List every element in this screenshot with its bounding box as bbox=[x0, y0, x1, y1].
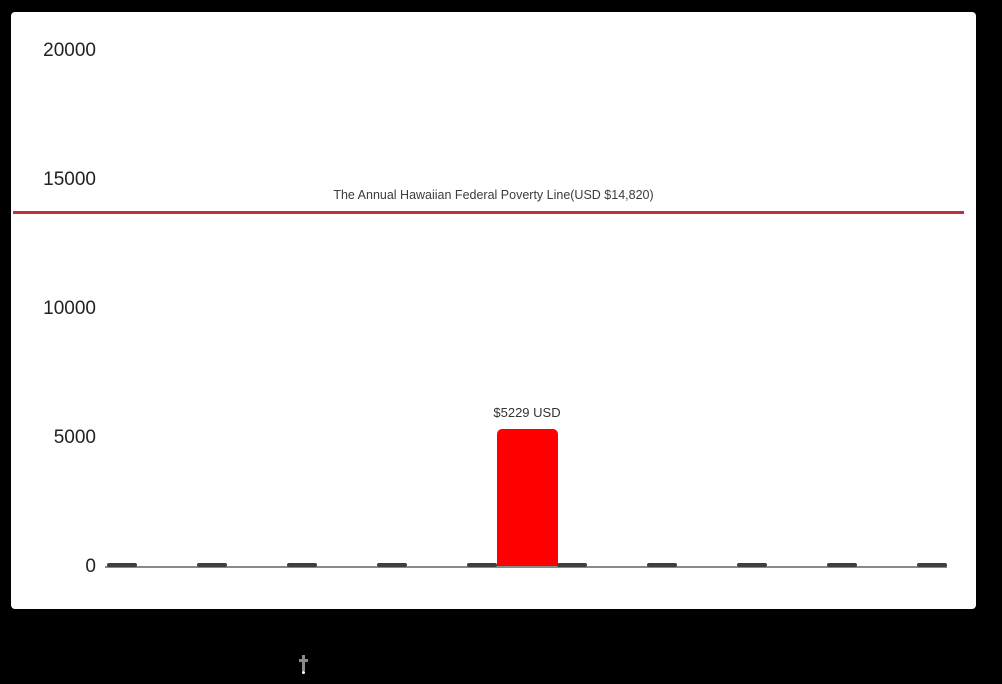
poverty-threshold-line bbox=[13, 211, 964, 214]
zero-value-bar bbox=[467, 563, 497, 567]
bar-value-label: $5229 USD bbox=[493, 405, 561, 420]
zero-value-bar bbox=[647, 563, 677, 567]
poverty-threshold-label: The Annual Hawaiian Federal Poverty Line… bbox=[333, 188, 654, 202]
i-beam-cursor-icon bbox=[298, 654, 308, 674]
y-tick-label: 10000 bbox=[43, 298, 96, 319]
chart-panel: The Annual Hawaiian Federal Poverty Line… bbox=[11, 12, 976, 609]
cursor-stem bbox=[302, 655, 305, 671]
y-tick-label: 5000 bbox=[53, 427, 96, 448]
cursor-crossbar bbox=[299, 659, 308, 662]
zero-value-bar bbox=[737, 563, 767, 567]
zero-value-bar bbox=[557, 563, 587, 567]
zero-value-bar bbox=[377, 563, 407, 567]
x-axis-line bbox=[105, 566, 947, 568]
y-tick-label: 15000 bbox=[43, 169, 96, 190]
cursor-dot bbox=[302, 671, 305, 674]
y-tick-label: 0 bbox=[85, 556, 96, 577]
y-tick-label: 20000 bbox=[43, 40, 96, 61]
zero-value-bar bbox=[287, 563, 317, 567]
zero-value-bar bbox=[827, 563, 857, 567]
zero-value-bar bbox=[107, 563, 137, 567]
income-bar bbox=[497, 429, 558, 568]
zero-value-bar bbox=[917, 563, 947, 567]
zero-value-bar bbox=[197, 563, 227, 567]
